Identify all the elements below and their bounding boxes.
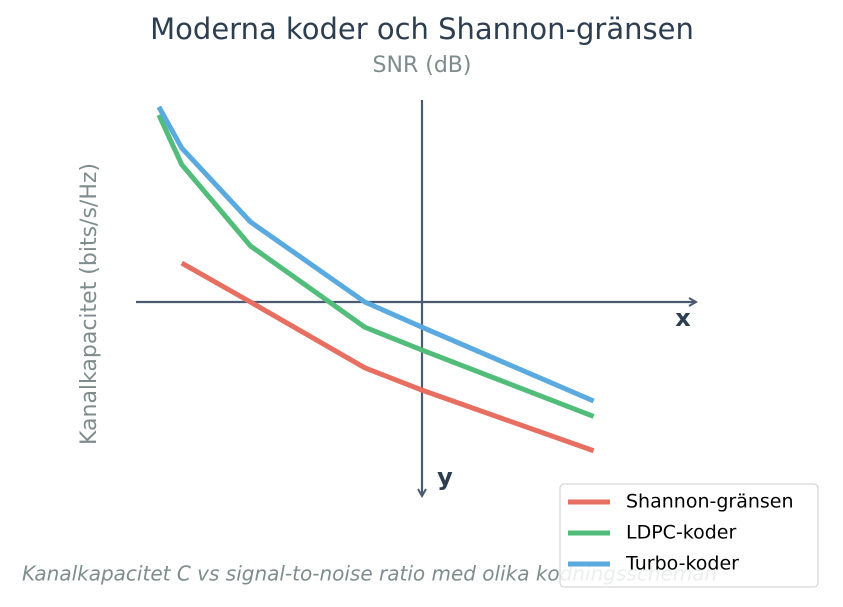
legend-box (559, 483, 819, 588)
x-axis-name: x (675, 304, 691, 332)
y-axis-label: Kanalkapacitet (bits/s/Hz) (77, 163, 102, 445)
y-axis-name: y (437, 463, 453, 491)
chart-title: Moderna koder och Shannon-gränsen (150, 12, 694, 46)
legend-label: LDPC-koder (626, 522, 736, 544)
legend: Shannon-gränsen LDPC-koder Turbo-koder (559, 483, 819, 588)
plot-area: xy (136, 100, 696, 496)
legend-label: Turbo-koder (625, 553, 739, 575)
x-axis-label: SNR (dB) (373, 53, 472, 78)
legend-label: Shannon-gränsen (626, 491, 794, 513)
series-line (180, 260, 595, 454)
series-line (156, 105, 595, 404)
series-line (156, 113, 595, 419)
